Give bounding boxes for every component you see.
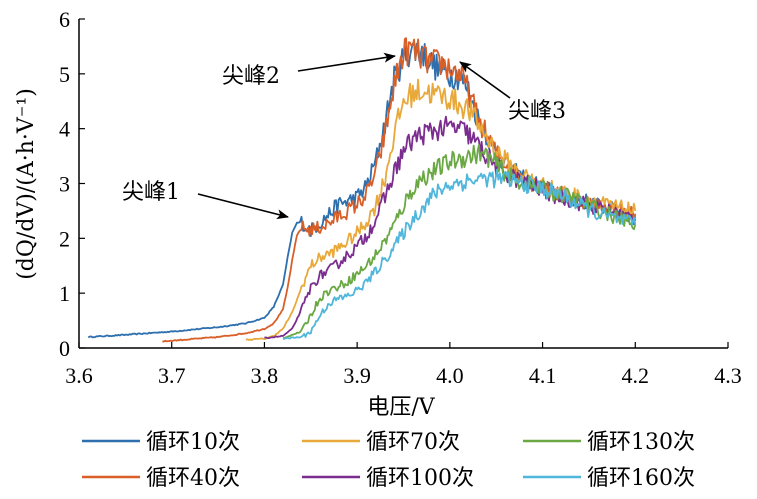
- series-line-3: [245, 78, 637, 341]
- svg-text:尖峰2: 尖峰2: [222, 64, 280, 89]
- legend: 循环10次 循环70次 循环130次 循环40次 循环100次 循环160次: [82, 430, 695, 491]
- y-tick-label: 5: [59, 62, 70, 87]
- svg-text:循环130次: 循环130次: [587, 430, 695, 455]
- x-tick-label: 4.0: [436, 363, 464, 388]
- series-line-5: [282, 144, 637, 340]
- annotation-peak-1: 尖峰1: [122, 180, 289, 220]
- svg-text:尖峰3: 尖峰3: [508, 99, 566, 124]
- x-tick-label: 3.7: [158, 363, 186, 388]
- svg-text:循环70次: 循环70次: [366, 430, 460, 455]
- x-tick-label: 4.2: [622, 363, 650, 388]
- y-axis-label: (dQ/dV)/(A·h·V⁻¹): [14, 88, 39, 280]
- y-tick-label: 2: [59, 226, 70, 251]
- x-axis-label: 电压/V: [367, 395, 435, 420]
- annotation-peak-2: 尖峰2: [222, 52, 396, 89]
- y-tick-label: 3: [59, 172, 70, 197]
- series-line-6: [282, 168, 637, 340]
- legend-item-cycle-40: 循环40次: [82, 466, 240, 491]
- annotation-peak-3: 尖峰3: [459, 61, 566, 124]
- x-tick-label: 4.3: [714, 363, 742, 388]
- y-tick-label: 4: [59, 117, 70, 142]
- legend-item-cycle-10: 循环10次: [82, 430, 240, 455]
- y-tick-label: 0: [59, 336, 70, 361]
- legend-item-cycle-100: 循环100次: [302, 466, 474, 491]
- y-tick-label: 6: [59, 7, 70, 32]
- x-tick-label: 4.1: [529, 363, 557, 388]
- y-tick-label: 1: [59, 281, 70, 306]
- svg-text:尖峰1: 尖峰1: [122, 180, 180, 205]
- x-tick-label: 3.9: [343, 363, 371, 388]
- legend-item-cycle-160: 循环160次: [523, 466, 695, 491]
- x-tick-label: 3.8: [251, 363, 279, 388]
- legend-item-cycle-70: 循环70次: [302, 430, 460, 455]
- x-tick-label: 3.6: [65, 363, 93, 388]
- legend-item-cycle-130: 循环130次: [523, 430, 695, 455]
- svg-text:循环100次: 循环100次: [366, 466, 474, 491]
- svg-text:循环40次: 循环40次: [146, 466, 240, 491]
- svg-text:循环10次: 循环10次: [146, 430, 240, 455]
- svg-text:循环160次: 循环160次: [587, 466, 695, 491]
